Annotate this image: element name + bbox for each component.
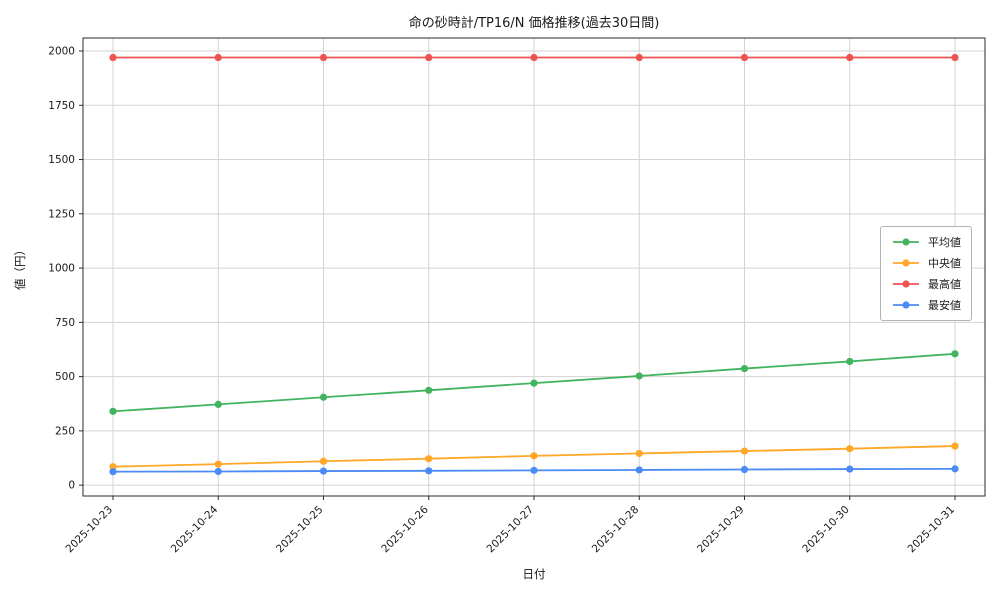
- data-point: [846, 357, 854, 366]
- x-tick-label: 2025-10-25: [274, 504, 326, 556]
- x-tick-label: 2025-10-30: [800, 504, 852, 556]
- y-tick-label: 250: [55, 425, 75, 437]
- data-point: [951, 442, 959, 450]
- x-axis-label: 日付: [522, 567, 546, 581]
- legend-marker-icon: [893, 238, 919, 246]
- x-tick-label: 2025-10-26: [379, 503, 431, 555]
- series-line-2: [109, 53, 959, 62]
- series-line-0: [109, 350, 959, 415]
- chart-title: 命の砂時計/TP16/N 価格推移(過去30日間): [408, 16, 660, 31]
- y-tick-label: 1250: [48, 208, 75, 220]
- legend-label: 最安値: [928, 299, 961, 312]
- series-line-3: [109, 465, 959, 476]
- y-tick-label: 0: [68, 480, 75, 492]
- data-point: [740, 465, 749, 474]
- x-tick-label: 2025-10-23: [63, 504, 115, 556]
- legend-marker-icon: [893, 280, 919, 288]
- data-point: [530, 53, 538, 62]
- x-tick-label: 2025-10-24: [169, 503, 221, 555]
- legend-label: 平均値: [928, 236, 961, 249]
- data-point: [951, 465, 959, 473]
- data-point: [214, 400, 222, 408]
- data-point: [214, 53, 222, 62]
- data-point: [214, 460, 222, 468]
- data-point: [635, 466, 643, 474]
- data-point: [740, 53, 749, 62]
- y-tick-label: 2000: [48, 46, 75, 58]
- legend-label: 中央値: [928, 257, 961, 270]
- data-point: [425, 467, 433, 475]
- legend-item-0: 平均値: [891, 234, 961, 250]
- series-line-1: [109, 442, 959, 471]
- data-point: [425, 53, 433, 62]
- data-point: [530, 466, 538, 474]
- data-point: [846, 465, 854, 473]
- data-point: [109, 468, 117, 476]
- data-point: [530, 379, 538, 387]
- data-point: [109, 407, 117, 415]
- x-tick-label: 2025-10-28: [590, 504, 642, 556]
- data-point: [635, 53, 643, 62]
- x-tick-label: 2025-10-29: [695, 504, 747, 556]
- data-point: [109, 463, 117, 471]
- data-point: [319, 457, 328, 465]
- data-point: [109, 53, 117, 62]
- legend-item-3: 最安値: [891, 297, 961, 313]
- y-tick-label: 1000: [48, 263, 75, 275]
- legend-marker-icon: [893, 301, 919, 309]
- y-tick-label: 500: [55, 371, 75, 383]
- data-point: [214, 467, 222, 476]
- data-point: [635, 449, 643, 458]
- data-point: [951, 53, 959, 62]
- data-point: [846, 53, 854, 62]
- data-point: [846, 445, 854, 453]
- data-point: [425, 386, 433, 394]
- y-tick-label: 750: [55, 317, 75, 329]
- y-tick-label: 1750: [48, 100, 75, 112]
- legend-item-2: 最高値: [891, 276, 961, 292]
- legend-marker-icon: [893, 259, 919, 267]
- data-point: [951, 350, 959, 358]
- data-point: [530, 452, 538, 460]
- axis-ticks: 0 250 500 750 1000 1250 1500 1750 2000 2025-10-23…: [48, 46, 957, 556]
- y-axis-label: 値（円）: [13, 244, 27, 290]
- legend-label: 最高値: [928, 278, 961, 291]
- data-point: [319, 53, 328, 62]
- y-tick-label: 1500: [48, 154, 75, 166]
- data-point: [635, 372, 643, 380]
- data-point: [425, 455, 433, 463]
- data-point: [319, 393, 328, 401]
- x-tick-label: 2025-10-27: [484, 504, 536, 556]
- data-point: [319, 467, 328, 475]
- legend: 平均値中央値最高値最安値: [880, 226, 972, 321]
- legend-item-1: 中央値: [891, 255, 961, 271]
- data-point: [740, 364, 749, 373]
- gridlines: [83, 38, 985, 496]
- x-tick-label: 2025-10-31: [905, 504, 957, 556]
- data-point: [740, 447, 749, 455]
